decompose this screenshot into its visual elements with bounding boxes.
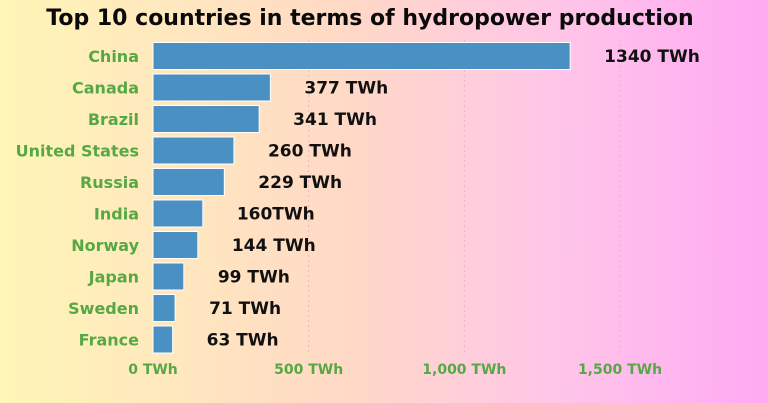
data-label: 99 TWh	[218, 268, 290, 288]
data-label: 229 TWh	[258, 173, 342, 193]
bar	[152, 73, 271, 102]
category-label: Brazil	[88, 110, 139, 129]
data-label: 341 TWh	[293, 110, 377, 130]
bar	[152, 136, 235, 165]
category-label: Norway	[71, 236, 139, 255]
data-label: 144 TWh	[232, 236, 316, 256]
data-label: 1340 TWh	[604, 47, 700, 67]
category-label: Sweden	[68, 299, 139, 318]
bar	[152, 325, 174, 354]
category-label: Russia	[80, 173, 139, 192]
category-label: Japan	[88, 268, 139, 287]
bar	[152, 105, 260, 133]
data-label: 71 TWh	[209, 299, 281, 319]
data-label: 63 TWh	[207, 331, 279, 351]
x-tick-label: 0 TWh	[128, 362, 178, 378]
category-label: France	[79, 331, 139, 350]
x-tick-label: 500 TWh	[274, 362, 343, 378]
data-label: 260 TWh	[268, 142, 352, 162]
bar	[152, 168, 225, 196]
data-label: 160TWh	[237, 205, 315, 225]
chart-title: Top 10 countries in terms of hydropower …	[46, 6, 694, 31]
bar	[152, 262, 185, 291]
x-tick-label: 1,000 TWh	[422, 362, 506, 378]
category-label: Canada	[72, 79, 139, 98]
data-label: 377 TWh	[304, 79, 388, 99]
bar	[152, 199, 204, 228]
bar	[152, 231, 199, 259]
x-tick-label: 1,500 TWh	[578, 362, 662, 378]
bar	[152, 42, 571, 70]
category-label: India	[94, 205, 139, 224]
category-label: United States	[16, 142, 139, 161]
category-label: China	[88, 47, 139, 66]
bar	[152, 294, 176, 322]
